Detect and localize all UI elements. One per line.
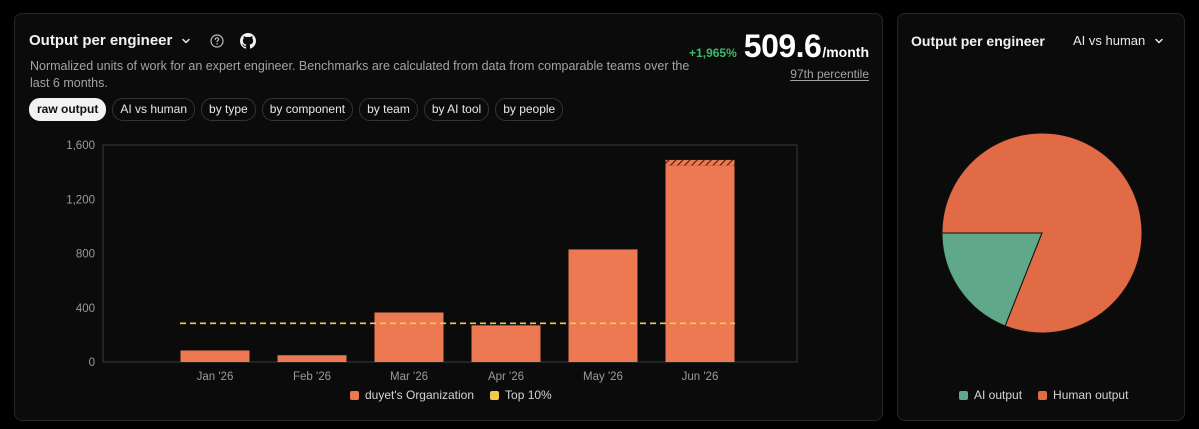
- bar-mar-26[interactable]: [374, 312, 444, 362]
- pie-slice-human-output[interactable]: [941, 132, 1143, 334]
- percentile-link[interactable]: 97th percentile: [790, 67, 869, 81]
- legend-label: duyet's Organization: [365, 388, 475, 402]
- tab-raw-output[interactable]: raw output: [29, 98, 107, 121]
- tab-by-people[interactable]: by people: [495, 98, 564, 121]
- bar-chart-legend: duyet's Organization Top 10%: [350, 388, 552, 402]
- pie-slice-ai-output[interactable]: [941, 232, 1043, 327]
- x-tick-label: Jun '26: [682, 371, 719, 383]
- tab-ai-vs-human[interactable]: AI vs human: [112, 98, 196, 121]
- bar-jun-26[interactable]: [665, 165, 735, 362]
- headline-stat: +1,965% 509.6 /month 97th percentile: [689, 28, 869, 83]
- legend-swatch: [959, 390, 968, 400]
- y-tick-label: 0: [89, 357, 95, 369]
- x-tick-label: Jan '26: [197, 371, 234, 383]
- github-icon[interactable]: [240, 32, 257, 49]
- delta-badge: +1,965%: [689, 46, 737, 60]
- chevron-down-icon[interactable]: [180, 35, 192, 47]
- y-tick-label: 1,600: [66, 140, 95, 152]
- panel-title: Output per engineer: [911, 33, 1045, 49]
- bar-may-26[interactable]: [568, 249, 638, 362]
- panel-title: Output per engineer: [29, 32, 173, 49]
- panel-header: Output per engineer: [29, 32, 257, 49]
- chevron-down-icon: [1155, 38, 1164, 43]
- x-tick-label: Feb '26: [293, 371, 331, 383]
- tab-by-ai-tool[interactable]: by AI tool: [423, 98, 490, 121]
- output-bar-chart: 0 400 800 1,200 1,600 Jan '26 Feb '26 Mar '26 Ap…: [66, 140, 798, 383]
- y-tick-label: 400: [76, 303, 95, 315]
- x-tick-label: May '26: [583, 371, 623, 383]
- legend-swatch: [1038, 390, 1048, 400]
- tab-by-team[interactable]: by team: [359, 98, 418, 121]
- legend-label: AI output: [974, 388, 1023, 402]
- ai-vs-human-panel: Output per engineer AI vs human AI outpu…: [897, 13, 1185, 421]
- stat-value: 509.6: [743, 28, 822, 64]
- legend-swatch: [490, 390, 500, 400]
- bar-apr-26[interactable]: [471, 325, 541, 362]
- view-tabs: raw output AI vs human by type by component…: [29, 98, 564, 121]
- legend-item-top-10[interactable]: Top 10%: [490, 388, 552, 402]
- plot-area: [102, 144, 798, 363]
- panel-description: Normalized units of work for an expert e…: [30, 59, 690, 90]
- x-tick-label: Mar '26: [390, 371, 428, 383]
- legend-item-ai-output[interactable]: AI output: [959, 388, 1022, 402]
- tab-by-component[interactable]: by component: [261, 98, 354, 121]
- legend-item-human-output[interactable]: Human output: [1038, 388, 1128, 402]
- x-tick-label: Apr '26: [488, 371, 524, 383]
- help-icon[interactable]: [210, 33, 224, 48]
- bar-feb-26[interactable]: [277, 355, 347, 362]
- stat-unit: /month: [822, 44, 869, 60]
- y-tick-label: 1,200: [66, 194, 95, 206]
- bar-hatched-top: [665, 159, 735, 166]
- pie-chart-legend: AI output Human output: [959, 388, 1128, 402]
- legend-label: Human output: [1053, 388, 1129, 402]
- ai-vs-human-pie-chart: [941, 132, 1143, 334]
- legend-label: Top 10%: [505, 388, 552, 402]
- breakdown-select-value: AI vs human: [1073, 33, 1146, 48]
- legend-item-duyet-s-organization[interactable]: duyet's Organization: [350, 388, 474, 402]
- legend-swatch: [350, 390, 359, 400]
- bar-jan-26[interactable]: [180, 350, 250, 362]
- output-per-engineer-panel: Output per engineer Normalized units of …: [14, 13, 883, 421]
- tab-by-type[interactable]: by type: [201, 98, 256, 121]
- breakdown-select[interactable]: AI vs human: [1073, 33, 1165, 48]
- y-tick-label: 800: [76, 249, 95, 261]
